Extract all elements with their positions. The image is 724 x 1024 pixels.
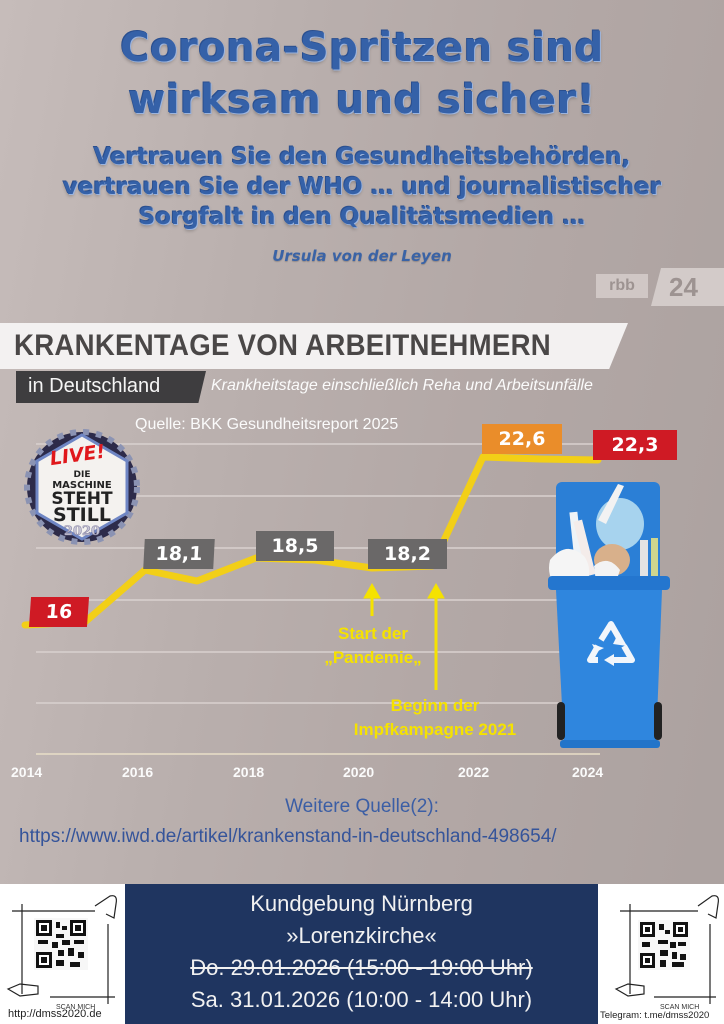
x-tick-2020: 2020 [343, 764, 375, 780]
svg-text:STILL: STILL [53, 504, 111, 526]
annotation-arrows [363, 582, 445, 690]
qr-frame-left [6, 895, 117, 1004]
svg-text:STEHT: STEHT [51, 489, 113, 509]
website-caption[interactable]: http://dmss2020.de [8, 1008, 102, 1020]
quote: Vertrauen Sie den Gesundheitsbehörden, v… [0, 142, 724, 232]
x-tick-2016: 2016 [122, 764, 154, 780]
gridlines [36, 443, 600, 755]
value-badge-2022: 22,6 [482, 424, 562, 454]
value-badge-2024: 22,3 [593, 430, 677, 460]
chart-title: KRANKENTAGE VON ARBEITNEHMERN [14, 329, 552, 362]
telegram-caption[interactable]: Telegram: t.me/dmss2020 [600, 1010, 710, 1021]
scan-label-left: SCAN MICH [56, 1004, 96, 1011]
chart-source: Quelle: BKK Gesundheitsreport 2025 [135, 416, 399, 433]
sticker-badge: LIVE! DIE MASCHINE STEHT STILL 2020 [24, 429, 140, 545]
quote-line-3: Sorgfalt in den Qualitätsmedien … [138, 204, 586, 230]
svg-text:2020: 2020 [64, 524, 100, 539]
value-badge-2014: 16 [28, 597, 90, 627]
headline-line-2: wirksam und sicher! [128, 77, 596, 123]
qr-frame-right [614, 895, 719, 1004]
scan-label-right: SCAN MICH [660, 1004, 700, 1011]
annotation-pandemic-start: Start der „Pandemie„ [324, 624, 422, 667]
waste-bin-illustration [548, 482, 670, 748]
chart-note: Krankheitstage einschließlich Reha und A… [211, 377, 593, 394]
event-cancelled-date: Do. 29.01.2026 (15:00 - 19:00 Uhr) [190, 955, 533, 980]
chart-subtitle-band [16, 371, 206, 403]
svg-text:DIE: DIE [74, 470, 91, 480]
further-source-link[interactable]: https://www.iwd.de/artikel/krankenstand-… [19, 826, 557, 847]
quote-line-2: vertrauen Sie der WHO … und journalistis… [62, 174, 662, 200]
x-tick-2018: 2018 [233, 764, 265, 780]
qr-code-right [638, 920, 690, 970]
headline-line-1: Corona-Spritzen sind [120, 25, 604, 71]
x-tick-2014: 2014 [11, 764, 43, 780]
event-info-panel: Kundgebung Nürnberg »Lorenzkirche« Do. 2… [125, 884, 598, 1024]
footer-right-qr-panel: SCAN MICH Telegram: t.me/dmss2020 [598, 884, 724, 1024]
value-badge-2016: 18,1 [143, 539, 215, 569]
x-tick-2022: 2022 [458, 764, 490, 780]
further-source-label: Weitere Quelle(2): [285, 796, 439, 817]
chart-title-band [0, 323, 628, 369]
value-badge-2020: 18,2 [368, 539, 447, 569]
event-title: Kundgebung Nürnberg [250, 891, 473, 916]
quote-line-1: Vertrauen Sie den Gesundheitsbehörden, [93, 144, 631, 170]
qr-code-left [34, 918, 88, 970]
quote-author: Ursula von der Leyen [272, 247, 452, 265]
svg-text:MASCHINE: MASCHINE [52, 480, 112, 491]
broadcaster-logo-right: 24 [651, 268, 724, 306]
value-badge-2018: 18,5 [256, 531, 334, 561]
annotation-vaccination-start: Beginn der Impfkampagne 2021 [353, 696, 517, 739]
x-tick-2024: 2024 [572, 764, 604, 780]
chart-subtitle: in Deutschland [28, 375, 161, 397]
footer-left-qr-panel: SCAN MICH http://dmss2020.de [0, 884, 125, 1024]
event-new-date: Sa. 31.01.2026 (10:00 - 14:00 Uhr) [190, 987, 533, 1012]
recycle-icon [587, 621, 635, 663]
broadcaster-logo-left: rbb [596, 274, 648, 298]
event-location: »Lorenzkirche« [286, 923, 437, 948]
headline: Corona-Spritzen sind wirksam und sicher! [0, 22, 724, 126]
